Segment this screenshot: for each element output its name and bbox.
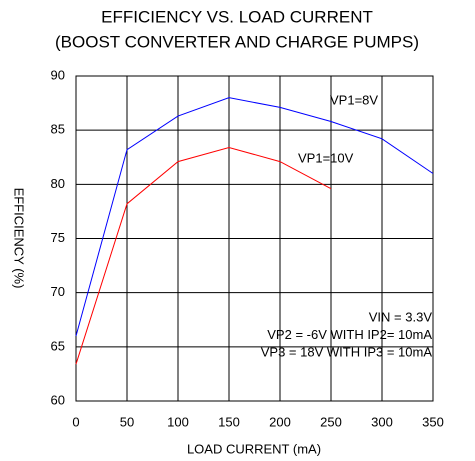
annotation: VP3 = 18V WITH IP3 = 10mA: [261, 344, 433, 359]
y-tick-label: 90: [51, 67, 65, 82]
y-tick-label: 70: [51, 284, 65, 299]
x-tick-label: 200: [269, 414, 291, 429]
annotation: VIN = 3.3V: [369, 309, 433, 324]
chart-title: EFFICIENCY VS. LOAD CURRENT: [101, 7, 373, 26]
series-label: VP1=8V: [330, 92, 378, 107]
series-line: [75, 97, 434, 337]
x-tick-label: 300: [371, 414, 393, 429]
y-tick-label: 80: [51, 176, 65, 191]
x-axis-label: LOAD CURRENT (mA): [187, 441, 321, 456]
annotation: VP2 = -6V WITH IP2= 10mA: [267, 327, 432, 342]
x-tick-label: 250: [320, 414, 342, 429]
y-tick-label: 65: [51, 338, 65, 353]
chart-subtitle: (BOOST CONVERTER AND CHARGE PUMPS): [55, 32, 419, 51]
y-tick-label: 60: [51, 392, 65, 407]
x-tick-label: 0: [72, 414, 79, 429]
x-tick-label: 100: [167, 414, 189, 429]
y-axis-label: EFFICIENCY (%): [12, 188, 27, 289]
x-tick-label: 350: [422, 414, 444, 429]
y-tick-label: 75: [51, 230, 65, 245]
plot-frame: [75, 75, 434, 402]
x-tick-label: 150: [218, 414, 240, 429]
y-tick-label: 85: [51, 122, 65, 137]
series-line: [75, 146, 332, 365]
series-label: VP1=10V: [298, 150, 354, 165]
x-tick-label: 50: [120, 414, 134, 429]
